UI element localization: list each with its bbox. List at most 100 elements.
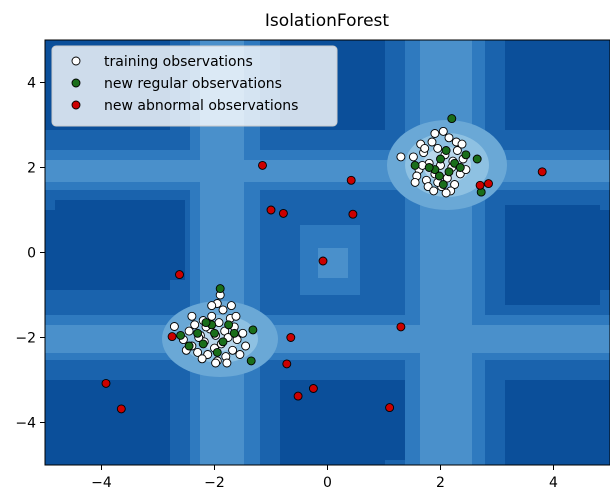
contour-level-0	[355, 380, 405, 460]
series-2-point-4	[348, 209, 358, 219]
series-2-point-13	[396, 322, 406, 332]
series-0-point-68	[441, 188, 451, 198]
series-1-point-12	[229, 328, 239, 338]
series-0-point-36	[211, 358, 221, 368]
series-0-point-11	[207, 311, 217, 321]
series-1-point-26	[461, 150, 471, 160]
series-1-point-22	[472, 154, 482, 164]
x-tick-label: 2	[436, 475, 445, 491]
chart-title: IsolationForest	[265, 11, 389, 31]
x-tick-label: −2	[204, 475, 225, 491]
legend-box	[51, 45, 338, 127]
series-2-point-10	[308, 384, 318, 393]
legend: training observations new regular observa…	[51, 45, 338, 127]
series-2-point-14	[385, 403, 395, 413]
legend-marker-1	[71, 78, 81, 88]
series-0-point-0	[169, 322, 179, 331]
series-1-point-9	[176, 330, 186, 340]
x-tick-label: 0	[323, 475, 332, 491]
contour-level-0	[505, 205, 600, 305]
series-0-point-2	[184, 326, 194, 336]
series-0-point-34	[226, 301, 236, 311]
contour-level-3	[45, 160, 610, 182]
series-0-point-27	[241, 341, 251, 351]
series-0-point-69	[396, 152, 406, 162]
series-0-point-70	[420, 143, 430, 153]
series-1-point-0	[215, 284, 225, 294]
series-0-point-45	[427, 137, 437, 147]
series-0-point-73	[457, 139, 467, 149]
series-1-point-1	[224, 320, 234, 330]
series-2-point-9	[293, 391, 303, 401]
y-tick-label: 0	[27, 246, 36, 262]
series-1-point-7	[248, 325, 258, 335]
series-0-point-52	[444, 133, 454, 143]
legend-label-2: new abnormal observations	[104, 98, 298, 114]
series-0-point-54	[450, 180, 460, 189]
series-0-point-74	[410, 177, 420, 187]
series-1-point-3	[193, 328, 203, 338]
scatter-points	[101, 114, 547, 414]
series-1-point-24	[444, 167, 454, 177]
series-0-point-32	[222, 358, 232, 368]
series-2-point-1	[266, 205, 276, 215]
y-tick-label: 4	[27, 76, 36, 92]
series-1-point-10	[218, 337, 228, 347]
legend-marker-2	[71, 100, 81, 110]
legend-label-0: training observations	[104, 54, 253, 70]
series-2-point-17	[537, 167, 547, 177]
series-1-point-13	[210, 328, 219, 338]
y-tick-label: 2	[27, 161, 36, 177]
series-2-point-11	[101, 378, 111, 388]
series-0-point-29	[207, 301, 217, 311]
series-2-point-18	[167, 332, 177, 342]
y-tick-label: −2	[15, 331, 36, 347]
series-1-point-16	[436, 154, 445, 164]
series-1-point-5	[212, 347, 222, 357]
series-0-point-26	[238, 328, 248, 338]
series-0-point-38	[231, 311, 241, 321]
y-tick-label: −4	[15, 416, 36, 432]
x-axis: −4 −2 0 2 4	[91, 465, 558, 491]
series-2-point-6	[175, 270, 184, 280]
series-0-point-33	[187, 311, 197, 321]
series-0-point-72	[429, 186, 439, 196]
series-1-point-15	[410, 160, 420, 170]
contour-level-3	[420, 40, 472, 465]
series-2-point-7	[286, 333, 296, 342]
series-2-point-0	[258, 160, 267, 170]
contour-level-0	[505, 380, 600, 460]
series-0-point-60	[430, 129, 440, 138]
x-tick-label: −4	[91, 475, 112, 491]
series-1-point-6	[201, 318, 211, 328]
series-0-point-25	[235, 350, 245, 359]
series-0-point-4	[190, 320, 200, 330]
legend-label-1: new regular observations	[104, 76, 282, 92]
series-0-point-55	[452, 146, 462, 155]
series-0-point-22	[228, 345, 238, 355]
series-0-point-17	[218, 305, 228, 315]
series-2-point-2	[278, 208, 288, 218]
series-1-point-14	[447, 114, 457, 124]
series-0-point-15	[214, 318, 224, 328]
series-1-point-27	[438, 180, 448, 189]
series-1-point-19	[441, 146, 451, 155]
series-2-point-3	[346, 175, 356, 185]
series-0-point-40	[408, 152, 418, 162]
series-2-point-16	[484, 179, 493, 189]
series-2-point-12	[116, 404, 126, 414]
series-1-point-11	[198, 339, 208, 349]
series-0-point-5	[193, 347, 203, 357]
contour-level-0	[55, 200, 185, 280]
series-0-point-37	[197, 354, 207, 364]
contour-level-3	[45, 325, 610, 353]
legend-marker-0	[71, 56, 81, 66]
legend-entries: training observations new regular observa…	[71, 54, 298, 114]
series-1-point-25	[424, 163, 434, 172]
series-2-point-8	[282, 359, 292, 369]
series-2-point-15	[475, 180, 485, 190]
series-1-point-20	[455, 163, 465, 172]
series-1-point-23	[434, 171, 444, 181]
series-2-point-5	[318, 256, 328, 266]
